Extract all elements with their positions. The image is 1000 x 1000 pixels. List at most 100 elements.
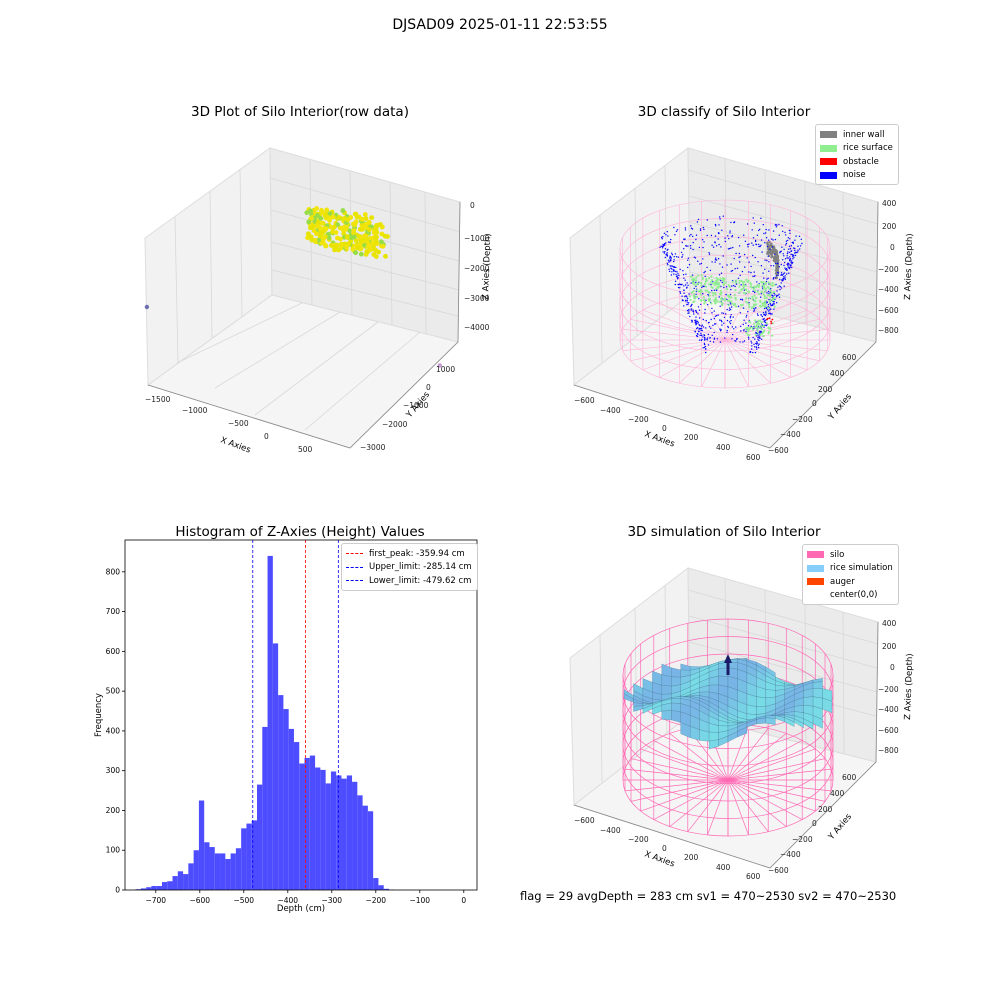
- surface-point: [764, 300, 767, 303]
- noise-point: [763, 307, 766, 310]
- noise-point: [788, 251, 791, 254]
- noise-point: [684, 227, 687, 229]
- noise-point: [789, 264, 792, 267]
- rice-point: [365, 240, 370, 245]
- histogram-bar: [135, 889, 141, 890]
- noise-point: [777, 294, 779, 297]
- surface-point: [759, 333, 762, 337]
- noise-point: [786, 255, 788, 257]
- surface-point: [727, 304, 730, 307]
- p1-ytick: −2000: [382, 420, 408, 429]
- histogram-bar: [336, 775, 342, 890]
- noise-point: [676, 229, 679, 231]
- noise-point: [671, 265, 674, 267]
- noise-point: [666, 252, 668, 254]
- wall-point: [766, 242, 769, 245]
- surface-point: [761, 284, 764, 287]
- surface-point: [769, 327, 772, 330]
- p2-ztick: −200: [878, 265, 899, 274]
- noise-point: [762, 224, 764, 226]
- surface-cell: [661, 710, 672, 721]
- rice-point: [385, 234, 390, 239]
- rice-point: [322, 213, 328, 219]
- noise-point: [704, 337, 706, 340]
- noise-point: [700, 262, 703, 265]
- noise-point: [773, 308, 775, 310]
- noise-point: [666, 255, 669, 257]
- noise-point: [754, 351, 757, 354]
- noise-point: [761, 338, 763, 340]
- noise-point: [761, 286, 764, 288]
- surface-cell: [803, 718, 814, 730]
- noise-point: [757, 334, 759, 336]
- surface-point: [769, 300, 772, 304]
- noise-point: [790, 245, 793, 247]
- noise-point: [714, 235, 717, 237]
- p1-ytick: 0: [426, 383, 431, 392]
- p2-ytick: 400: [830, 369, 845, 378]
- surface-point: [692, 278, 695, 281]
- noise-point: [786, 269, 788, 271]
- histogram-bar: [315, 767, 321, 890]
- rice-point: [332, 245, 338, 250]
- noise-point: [748, 338, 750, 340]
- surface-point: [708, 297, 711, 300]
- surface-point: [725, 288, 728, 291]
- surface-point: [699, 282, 702, 285]
- p1-xtick: −500: [228, 419, 249, 428]
- noise-point: [714, 223, 717, 226]
- surface-point: [771, 281, 774, 285]
- noise-point: [731, 236, 733, 238]
- noise-point: [746, 223, 749, 225]
- noise-point: [785, 244, 787, 246]
- surface-point: [703, 302, 706, 305]
- noise-point: [729, 230, 731, 232]
- noise-point: [746, 257, 748, 259]
- noise-point: [681, 241, 683, 244]
- p4-xtick: −600: [574, 816, 595, 825]
- noise-point: [790, 253, 792, 256]
- noise-point: [702, 226, 705, 229]
- y-tick-label: 300: [106, 766, 121, 775]
- noise-point: [712, 246, 715, 248]
- noise-point: [738, 245, 741, 247]
- surface-point: [715, 277, 718, 280]
- noise-point: [688, 263, 691, 266]
- p4-xlabel: X Axies: [643, 849, 676, 869]
- surface-cell: [812, 681, 823, 689]
- noise-point: [682, 270, 684, 272]
- noise-point: [722, 312, 725, 314]
- surface-point: [695, 289, 698, 292]
- rice-point: [319, 220, 325, 226]
- noise-point: [721, 312, 723, 314]
- noise-point: [730, 303, 732, 305]
- x-tick-label: −100: [409, 896, 430, 905]
- rice-point: [317, 225, 323, 231]
- noise-point: [771, 238, 773, 240]
- noise-point: [739, 312, 742, 314]
- noise-point: [750, 325, 752, 328]
- noise-point: [766, 259, 768, 262]
- noise-point: [770, 265, 772, 267]
- surface-point: [689, 275, 693, 278]
- noise-point: [666, 262, 669, 264]
- noise-point: [673, 260, 675, 263]
- histogram-bar: [230, 853, 236, 890]
- noise-point: [764, 259, 766, 261]
- surface-point: [768, 330, 771, 333]
- noise-point: [723, 316, 726, 319]
- noise-point: [705, 299, 707, 301]
- noise-point: [683, 238, 685, 240]
- noise-point: [705, 327, 707, 329]
- rice-point: [317, 233, 323, 238]
- noise-point: [719, 263, 721, 265]
- surface-point: [765, 322, 768, 325]
- noise-point: [674, 283, 676, 286]
- noise-point: [743, 253, 746, 256]
- noise-point: [792, 241, 794, 243]
- obstacle-point: [766, 317, 769, 320]
- noise-point: [679, 268, 681, 271]
- silo-floor-spoke: [624, 779, 729, 792]
- silo-floor-spoke: [727, 779, 832, 792]
- p4-ytick: 200: [818, 805, 833, 814]
